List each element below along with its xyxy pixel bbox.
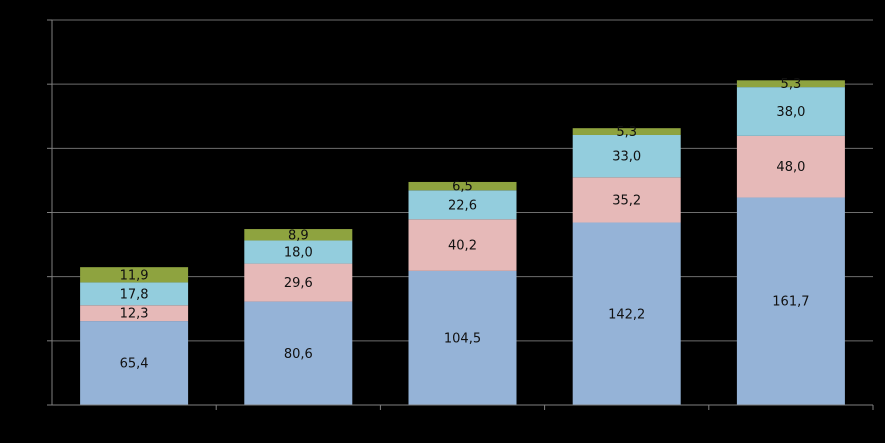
data-label: 8,9 xyxy=(288,228,309,243)
bar-segment xyxy=(572,128,681,135)
bar-segment xyxy=(408,219,517,271)
data-label: 33,0 xyxy=(612,150,641,165)
bars xyxy=(80,80,845,405)
data-label: 11,9 xyxy=(120,268,149,283)
data-label: 17,8 xyxy=(120,287,149,302)
data-label: 40,2 xyxy=(448,239,477,254)
bar-segment xyxy=(244,301,353,405)
bar-segment xyxy=(80,267,189,283)
bar-segment xyxy=(408,190,517,220)
bar-segment xyxy=(572,177,681,223)
data-label: 38,0 xyxy=(776,105,805,120)
bar-segment xyxy=(736,80,845,88)
bar-segment xyxy=(80,282,189,306)
data-label: 12,3 xyxy=(120,307,149,322)
data-label: 35,2 xyxy=(612,193,641,208)
data-label: 5,3 xyxy=(781,77,802,92)
data-label: 5,3 xyxy=(616,125,637,140)
data-label: 18,0 xyxy=(284,246,313,261)
bar-segment xyxy=(736,135,845,198)
data-label: 161,7 xyxy=(772,295,809,310)
bar-segment xyxy=(408,270,517,405)
data-label: 80,6 xyxy=(284,347,313,362)
bar-segment xyxy=(736,87,845,136)
bar-segment xyxy=(244,240,353,264)
bar-segment xyxy=(80,305,189,322)
data-label: 142,2 xyxy=(608,307,645,322)
bar-segment xyxy=(244,263,353,302)
data-label: 6,5 xyxy=(452,180,473,195)
bar-segment xyxy=(408,181,517,191)
data-label: 29,6 xyxy=(284,276,313,291)
data-label: 22,6 xyxy=(448,198,477,213)
data-label: 104,5 xyxy=(444,331,481,346)
bar-segment xyxy=(244,229,353,241)
data-labels: 65,4 12,3 17,8 11,9 80,6 29,6 18,0 8,9 104,5 40,2… xyxy=(120,77,810,371)
bar-segment xyxy=(736,197,845,405)
axes xyxy=(47,19,874,410)
bar-segment xyxy=(80,321,189,405)
bar-segment xyxy=(572,222,681,405)
data-label: 48,0 xyxy=(776,160,805,175)
bar-segment xyxy=(572,134,681,178)
data-label: 65,4 xyxy=(120,357,149,372)
